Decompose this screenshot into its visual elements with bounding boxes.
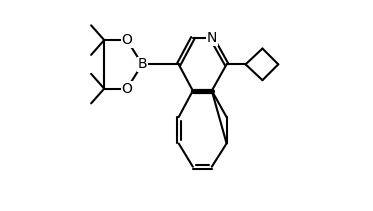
Text: B: B — [137, 57, 147, 71]
Text: N: N — [207, 31, 217, 45]
Text: O: O — [122, 82, 132, 96]
Text: O: O — [122, 33, 132, 47]
